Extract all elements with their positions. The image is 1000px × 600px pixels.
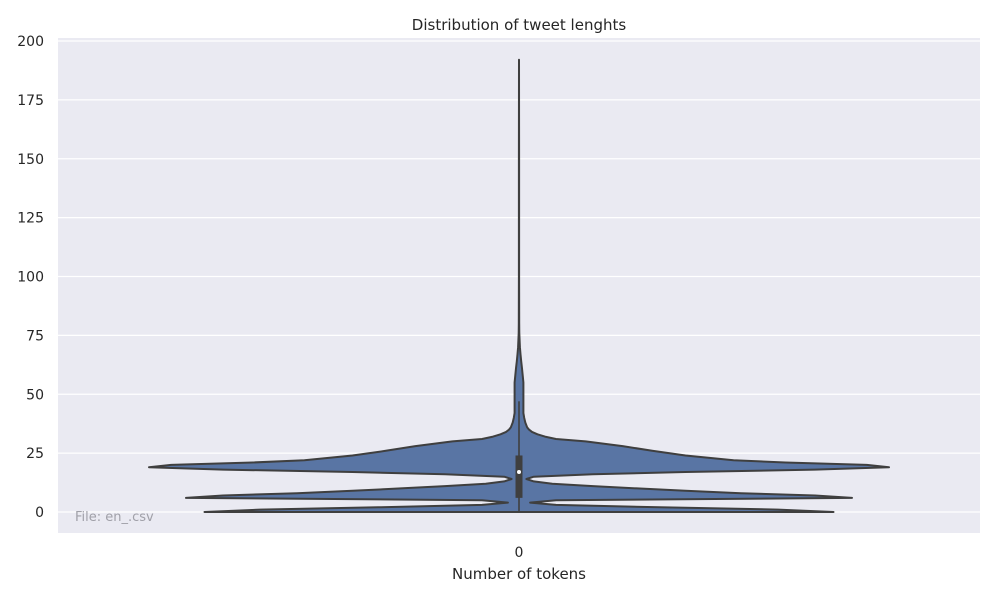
y-tick-label: 0 bbox=[35, 505, 44, 521]
violin-iqr-box bbox=[515, 455, 523, 498]
y-tick-label: 150 bbox=[17, 152, 44, 168]
y-tick-label: 25 bbox=[26, 446, 44, 462]
violin-layer bbox=[148, 58, 890, 513]
file-annotation: File: en_.csv bbox=[75, 510, 154, 525]
violin-body bbox=[148, 58, 890, 513]
x-axis-label: Number of tokens bbox=[452, 565, 586, 583]
x-tick-label: 0 bbox=[515, 545, 524, 561]
violin-median-point bbox=[517, 469, 521, 474]
x-tick-labels: 0 bbox=[515, 545, 524, 561]
y-tick-label: 175 bbox=[17, 93, 44, 109]
y-tick-label: 100 bbox=[17, 270, 44, 286]
y-tick-label: 50 bbox=[26, 387, 44, 403]
y-tick-labels: 0 25 50 75 100 125 150 175 200 bbox=[17, 34, 44, 521]
y-tick-label: 75 bbox=[26, 328, 44, 344]
y-tick-label: 200 bbox=[17, 34, 44, 50]
y-tick-label: 125 bbox=[17, 211, 44, 227]
chart-title: Distribution of tweet lenghts bbox=[412, 16, 627, 34]
